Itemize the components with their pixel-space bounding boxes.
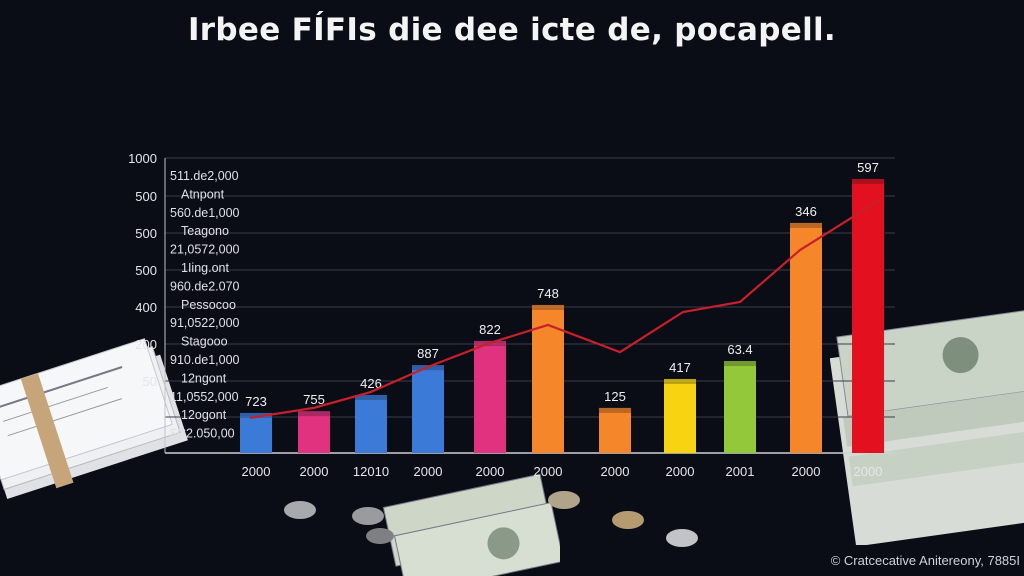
y-tick-label: 400 (135, 300, 157, 315)
bar (664, 383, 696, 453)
trend-line (249, 198, 881, 419)
bar-top (298, 411, 330, 418)
bar-top (532, 304, 564, 311)
bar-top (412, 365, 444, 372)
data-label: 346 (795, 204, 817, 219)
bar (298, 416, 330, 453)
x-tick-label: 12010 (353, 464, 389, 479)
bar (852, 183, 884, 453)
bar (599, 412, 631, 453)
cash-stack-right-image (830, 308, 1024, 545)
coins-image (284, 491, 698, 547)
x-tick-label: 2000 (854, 464, 883, 479)
x-tick-label: 2001 (726, 464, 755, 479)
y-side-label: 910.de1,000 (170, 353, 240, 367)
y-side-label: 21,0572,000 (170, 243, 240, 257)
data-label: 426 (360, 376, 382, 391)
x-tick-label: 2000 (242, 464, 271, 479)
data-label: 417 (669, 360, 691, 375)
y-side-label: 560.de1,000 (170, 206, 240, 220)
data-label: 748 (537, 286, 559, 301)
data-label: 63.4 (727, 342, 752, 357)
x-tick-label: 2000 (601, 464, 630, 479)
data-label: 822 (479, 322, 501, 337)
y-side-label: 1Iing.ont (181, 261, 229, 275)
bar (724, 365, 756, 453)
x-tick-label: 2000 (666, 464, 695, 479)
y-side-label: Teagono (181, 224, 229, 238)
x-tick-label: 2000 (534, 464, 563, 479)
data-label: 125 (604, 389, 626, 404)
y-side-label: 960.de2.070 (170, 279, 240, 293)
y-tick-label: 50 (143, 374, 157, 389)
x-tick-label: 2000 (792, 464, 821, 479)
y-side-label: Atnpont (181, 187, 225, 201)
y-side-label: 91,0522,000 (170, 316, 240, 330)
bar (240, 417, 272, 453)
data-label: 597 (857, 160, 879, 175)
bar-top (724, 360, 756, 367)
y-side-label: 12ngont (181, 371, 227, 385)
data-label: 755 (303, 392, 325, 407)
bar-top (664, 378, 696, 385)
bar (474, 345, 506, 453)
bar (412, 370, 444, 453)
y-side-label: 511.de2,000 (170, 169, 239, 183)
y-side-label: 11,0552,000 (170, 390, 239, 404)
data-label: 887 (417, 346, 439, 361)
chart-title: Irbee FÍFIs die dee icte de, pocapell. (187, 12, 837, 48)
y-tick-label: 200 (135, 337, 157, 352)
y-side-label: $C2.050,00 (170, 427, 235, 441)
y-side-label: Pessocoo (181, 298, 236, 312)
y-tick-label: 500 (135, 226, 157, 241)
bar-top (599, 407, 631, 414)
copyright-footer: © Cratcecative Anitereony, 7885I (830, 553, 1020, 568)
x-tick-label: 2000 (476, 464, 505, 479)
bar (790, 227, 822, 453)
bar-top (355, 394, 387, 401)
bar (532, 309, 564, 453)
x-tick-label: 2000 (414, 464, 443, 479)
bar (355, 399, 387, 453)
paper-stack-left-image (0, 338, 188, 499)
x-tick-label: 2000 (300, 464, 329, 479)
data-label: 723 (245, 394, 267, 409)
y-side-label: Stagooo (181, 335, 228, 349)
bar-top (790, 222, 822, 229)
y-tick-label: 1000 (128, 151, 157, 166)
y-tick-label: 500 (135, 263, 157, 278)
bar-top (852, 178, 884, 185)
y-tick-label: 500 (135, 189, 157, 204)
y-side-label: 12ogont (181, 408, 227, 422)
cash-bills-bottom-image (382, 473, 560, 576)
